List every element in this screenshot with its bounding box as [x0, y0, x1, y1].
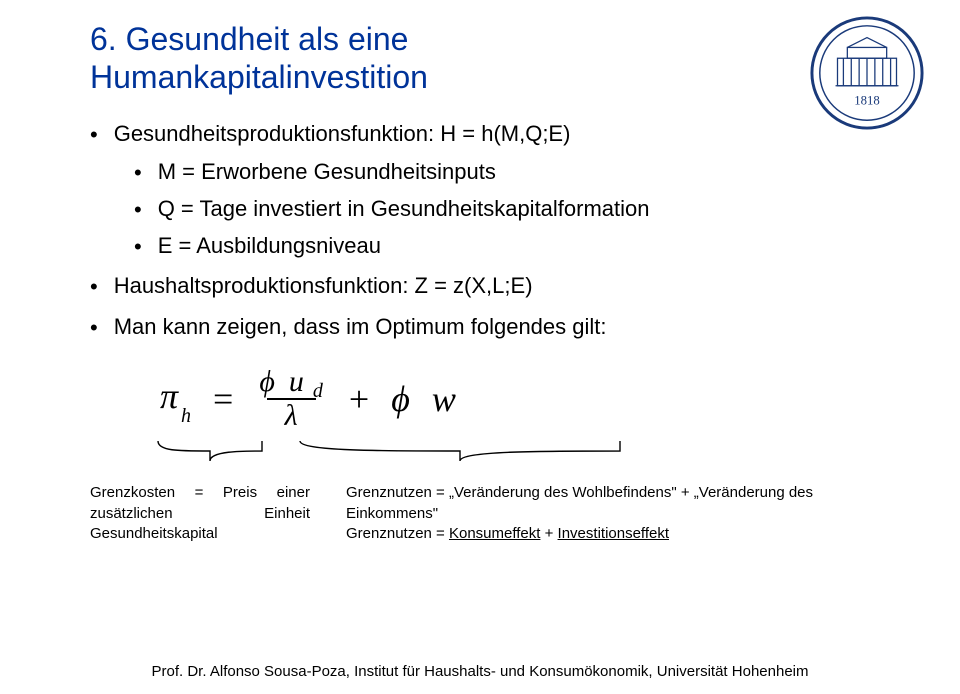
formula-fraction: ϕ u d λ	[255, 366, 327, 431]
formula-w: w	[432, 378, 456, 420]
bullet-list: • Gesundheitsproduktionsfunktion: H = h(…	[90, 121, 900, 343]
footnote-right-line1: Grenznutzen = „Veränderung des Wohlbefin…	[346, 483, 826, 524]
footnotes: Grenzkosten = Preis einer zusätzlichen E…	[90, 483, 900, 544]
bullet-dot: •	[134, 159, 142, 188]
bullet-2: • Haushaltsproduktionsfunktion: Z = z(X,…	[90, 273, 900, 302]
bullet-text: Haushaltsproduktionsfunktion: Z = z(X,L;…	[114, 273, 533, 302]
bullet-dot: •	[134, 196, 142, 225]
bullet-3: • Man kann zeigen, dass im Optimum folge…	[90, 314, 900, 343]
slide-title: 6. Gesundheit als eine Humankapitalinves…	[90, 20, 900, 97]
bullet-1c: • E = Ausbildungsniveau	[134, 233, 900, 262]
footnote-right: Grenznutzen = „Veränderung des Wohlbefin…	[346, 483, 826, 544]
university-logo: 1818	[808, 14, 926, 132]
brace-left	[158, 441, 262, 461]
bullet-1b: • Q = Tage investiert in Gesundheitskapi…	[134, 196, 900, 225]
bullet-text: Gesundheitsproduktionsfunktion: H = h(M,…	[114, 121, 571, 150]
bullet-text: Q = Tage investiert in Gesundheitskapita…	[158, 196, 650, 225]
bullet-dot: •	[90, 314, 98, 343]
bullet-dot: •	[90, 273, 98, 302]
formula-pi: πh	[160, 375, 191, 422]
bullet-dot: •	[90, 121, 98, 150]
footnote-right-line2: Grenznutzen = Konsumeffekt + Investition…	[346, 524, 826, 544]
bullet-text: M = Erworbene Gesundheitsinputs	[158, 159, 496, 188]
title-line-1: 6. Gesundheit als eine	[90, 21, 408, 57]
slide-footer: Prof. Dr. Alfonso Sousa-Poza, Institut f…	[0, 663, 960, 680]
bullet-dot: •	[134, 233, 142, 262]
footnote-left: Grenzkosten = Preis einer zusätzlichen E…	[90, 483, 310, 544]
braces-row	[150, 437, 900, 469]
logo-year: 1818	[854, 93, 880, 107]
formula: πh = ϕ u d λ + ϕ w	[160, 366, 900, 431]
brace-right	[300, 441, 620, 461]
bullet-text: E = Ausbildungsniveau	[158, 233, 381, 262]
title-line-2: Humankapitalinvestition	[90, 59, 428, 95]
bullet-1a: • M = Erworbene Gesundheitsinputs	[134, 159, 900, 188]
formula-plus: +	[349, 378, 369, 420]
bullet-1: • Gesundheitsproduktionsfunktion: H = h(…	[90, 121, 900, 150]
formula-eq: =	[213, 378, 233, 420]
bullet-text: Man kann zeigen, dass im Optimum folgend…	[114, 314, 607, 343]
formula-phi2: ϕ	[391, 378, 410, 420]
